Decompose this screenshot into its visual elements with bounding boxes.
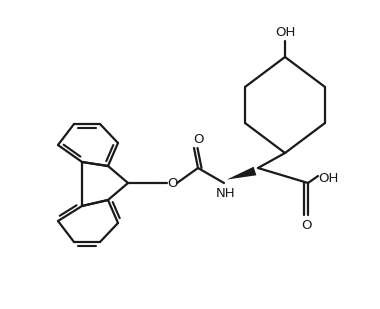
Text: O: O <box>302 218 312 231</box>
Text: O: O <box>193 133 203 146</box>
Text: NH: NH <box>216 187 236 200</box>
Polygon shape <box>227 167 256 180</box>
Text: O: O <box>167 176 177 189</box>
Text: OH: OH <box>275 26 295 39</box>
Text: OH: OH <box>318 171 338 184</box>
